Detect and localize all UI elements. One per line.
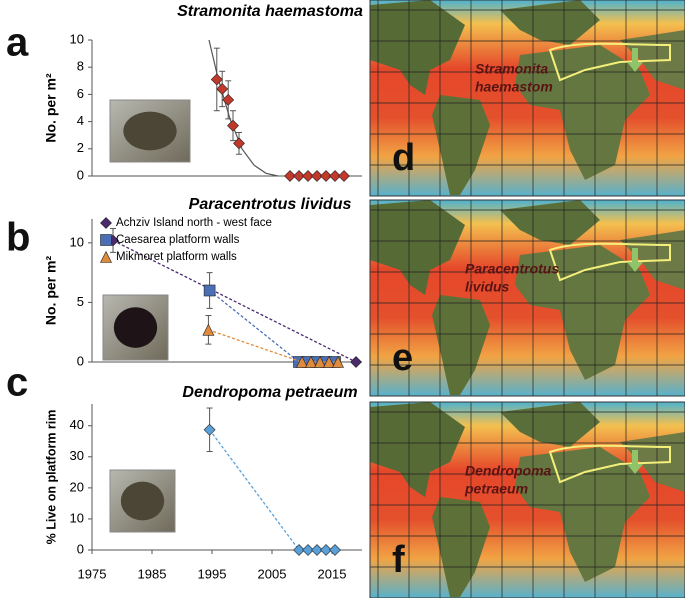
chart-title: Dendropoma petraeum	[182, 384, 357, 401]
map-letter: d	[392, 137, 415, 179]
marker	[338, 170, 350, 182]
x-tick-label: 1975	[78, 566, 107, 581]
map-panel: f Dendropoma petraeum	[369, 401, 685, 599]
legend-label: Caesarea platform walls	[116, 234, 240, 246]
y-tick-label: 40	[70, 417, 84, 432]
panel-label: b	[6, 216, 30, 260]
marker	[311, 170, 323, 182]
map-species-label: haemastom	[475, 79, 553, 95]
map-border	[369, 199, 685, 397]
marker	[227, 119, 239, 132]
marker	[302, 170, 314, 182]
chart: b Paracentrotus lividus No. per m² 0 5 10 Achz…	[6, 196, 362, 368]
y-tick-label: 5	[77, 294, 84, 309]
chart-title: Stramonita haemastoma	[177, 3, 363, 20]
map-panel: e Paracentrotus lividus	[369, 199, 685, 397]
marker	[314, 355, 326, 368]
marker	[233, 137, 245, 150]
marker	[302, 544, 314, 556]
legend-marker	[100, 234, 112, 246]
marker	[305, 355, 317, 368]
map-species-label: lividus	[465, 279, 510, 295]
y-tick-label: 2	[77, 140, 84, 155]
marker	[203, 423, 216, 436]
range-outline	[548, 444, 671, 484]
marker	[329, 544, 341, 556]
map-letter: f	[392, 539, 405, 581]
range-outline	[548, 242, 671, 282]
marker	[296, 355, 308, 368]
marker	[311, 544, 323, 556]
x-tick-label: 2005	[258, 566, 287, 581]
marker	[293, 170, 305, 182]
fit-curve	[208, 39, 279, 177]
y-tick-label: 10	[70, 31, 84, 46]
chart: a Stramonita haemastoma No. per m² 0 2 4 6 8 10	[6, 3, 363, 182]
y-tick-label: 10	[70, 510, 84, 525]
y-tick-label: 10	[70, 234, 84, 249]
y-tick-label: 0	[77, 167, 84, 182]
marker	[216, 83, 229, 95]
x-tick-label: 2015	[318, 566, 347, 581]
photo-subject	[113, 307, 158, 348]
map-species-label: Paracentrotus	[465, 261, 559, 277]
chart-title: Paracentrotus lividus	[189, 196, 352, 213]
legend-marker	[100, 250, 112, 263]
marker	[210, 73, 223, 86]
panel-label: c	[6, 361, 28, 405]
map-species-label: Dendropoma	[465, 463, 552, 479]
y-tick-label: 6	[77, 86, 84, 101]
legend-label: Mikmoret platform walls	[116, 251, 237, 263]
maps: d Stramonita haemastom e Paracentrotus lividu…	[369, 0, 685, 599]
legend-marker	[100, 217, 112, 229]
y-tick-label: 0	[77, 541, 84, 556]
map-panel: d Stramonita haemastom	[369, 0, 685, 197]
photo-subject	[123, 111, 177, 151]
marker	[320, 544, 332, 556]
map-border	[369, 0, 685, 197]
marker	[332, 355, 344, 368]
map-species-label: petraeum	[464, 481, 528, 497]
arrow	[627, 48, 643, 72]
series-line	[112, 239, 357, 363]
marker	[222, 93, 235, 106]
y-axis-label: % Live on platform rim	[44, 410, 58, 545]
y-tick-label: 8	[77, 59, 84, 74]
chart: c Dendropoma petraeum % Live on platform r…	[6, 361, 362, 581]
arrow	[627, 450, 643, 474]
x-tick-label: 1995	[198, 566, 227, 581]
panel-label: a	[6, 21, 29, 65]
y-tick-label: 20	[70, 479, 84, 494]
marker	[323, 355, 335, 368]
photo-subject	[120, 481, 165, 521]
map-species-label: Stramonita	[475, 61, 548, 77]
range-outline	[548, 42, 671, 82]
y-tick-label: 30	[70, 448, 84, 463]
series-line	[209, 429, 335, 551]
y-tick-label: 0	[77, 353, 84, 368]
marker	[320, 170, 332, 182]
marker	[284, 170, 296, 182]
y-tick-label: 4	[77, 113, 84, 128]
marker	[350, 356, 362, 368]
marker	[329, 170, 341, 182]
x-tick-label: 1985	[138, 566, 167, 581]
marker	[202, 323, 215, 336]
y-axis-label: No. per m²	[43, 73, 59, 143]
marker	[203, 284, 216, 297]
marker	[293, 544, 305, 556]
map-letter: e	[392, 337, 413, 379]
arrow	[627, 248, 643, 272]
legend-label: Achziv Island north - west face	[116, 217, 272, 229]
y-axis-label: No. per m²	[43, 256, 59, 326]
